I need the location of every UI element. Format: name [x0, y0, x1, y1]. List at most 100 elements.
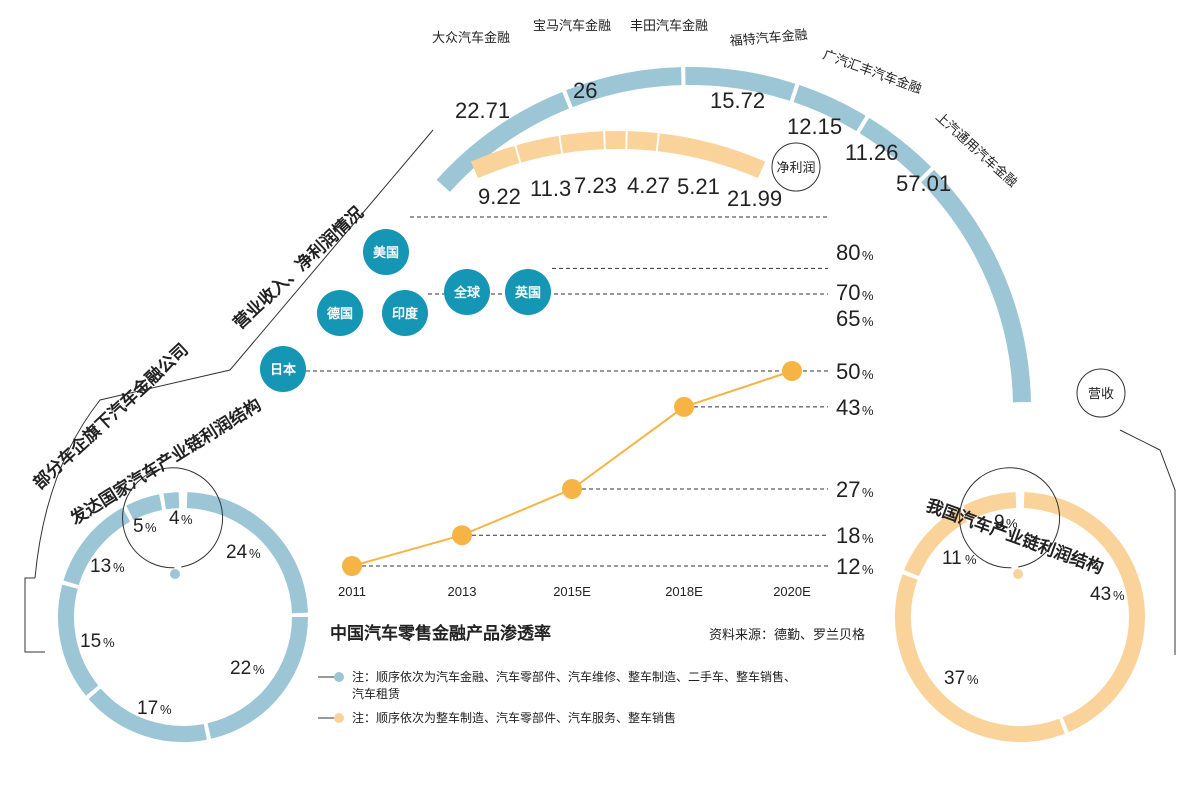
- revenue-arc-segment-0: [436, 91, 570, 192]
- company-label-0: 大众汽车金融: [432, 30, 510, 45]
- revenue-arc-segment-3: [793, 85, 866, 132]
- country-bubble-2: [444, 269, 490, 315]
- profit-arc-segment-0: [470, 145, 520, 179]
- donut-cn-pct-2: %: [965, 552, 977, 567]
- donut-dev-value-1: 22: [230, 658, 251, 679]
- donut-dev-pct-2: %: [160, 702, 172, 717]
- company-label-1: 宝马汽车金融: [533, 18, 611, 33]
- donut-dev-segment-0: [186, 492, 308, 614]
- country-bubble-label-2: 全球: [453, 285, 481, 300]
- donut-dev-inner-arc: [122, 467, 224, 569]
- company-label-4: 广汽汇丰汽车金融: [821, 47, 924, 97]
- country-bubble-0: [363, 229, 409, 275]
- country-bubble-label-1: 英国: [514, 285, 541, 300]
- country-bubble-1: [505, 269, 551, 315]
- ref-value-65: 65: [836, 306, 860, 331]
- ref-value-pct-50: %: [862, 367, 874, 382]
- donut-dev-value-5: 5: [133, 516, 144, 537]
- profit-arc-segment-5: [657, 133, 766, 179]
- donut-dev-segment-4: [63, 507, 131, 586]
- donut-dev-segment-5: [126, 494, 163, 520]
- country-bubble-label-4: 德国: [327, 306, 353, 321]
- note-blue: 注：顺序依次为汽车金融、汽车零部件、汽车维修、整车制造、二手车、整车销售、: [352, 669, 796, 684]
- profit-arc: [470, 131, 766, 179]
- connector-line-right: [1119, 429, 1176, 655]
- donut-dev-pct-4: %: [113, 560, 125, 575]
- profit-arc-segment-2: [560, 131, 605, 154]
- data-point-2: [562, 479, 582, 500]
- donut-cn-inner-dot: [1013, 569, 1023, 579]
- donut-dev-value-4: 13: [90, 556, 111, 577]
- donut-cn-pct-1: %: [967, 672, 979, 687]
- donut-dev-pct-0: %: [249, 546, 261, 561]
- data-point-4: [782, 361, 802, 381]
- donut-cn-segment-1: [895, 574, 1065, 742]
- value-label-pct-2: %: [862, 485, 874, 500]
- connector-line-left: [34, 129, 434, 579]
- x-tick-2: 2015E: [553, 584, 591, 599]
- profit-value-5: 21.99: [727, 186, 782, 211]
- ref-value-50: 50: [836, 359, 860, 384]
- country-bubble-5: [260, 346, 306, 392]
- donut-cn-segment-0: [1023, 492, 1145, 733]
- donut-cn-segment-2: [904, 507, 968, 577]
- data-point-1: [452, 525, 472, 546]
- bracket-line: [24, 577, 45, 653]
- x-tick-3: 2018E: [665, 584, 703, 599]
- ref-value-70: 70: [836, 280, 860, 305]
- data-point-0: [342, 556, 362, 576]
- value-label-pct-3: %: [862, 403, 874, 418]
- note-orange-dot: [334, 713, 344, 723]
- donut-dev-segment-2: [88, 688, 207, 742]
- revenue-arc-segment-2: [685, 67, 796, 101]
- revenue-value-2: 15.72: [710, 88, 765, 113]
- china-donut: 43 %37 %11 %9%: [895, 467, 1145, 742]
- country-bubble-label-0: 美国: [373, 245, 399, 260]
- donut-cn-inner-arc: [959, 467, 1061, 569]
- ref-value-80: 80: [836, 240, 860, 265]
- data-point-3: [674, 396, 694, 417]
- value-label-pct-0: %: [862, 562, 874, 577]
- ref-value-pct-80: %: [862, 248, 874, 263]
- value-label-pct-1: %: [862, 531, 874, 546]
- x-tick-1: 2013: [448, 584, 477, 599]
- revenue-label-circle: [1076, 368, 1126, 418]
- revenue-arc-segment-5: [921, 169, 1031, 403]
- ref-value-pct-70: %: [862, 288, 874, 303]
- revenue-arc-segment-1: [566, 67, 682, 108]
- profit-value-2: 7.23: [574, 173, 617, 198]
- chart-title: 中国汽车零售金融产品渗透率: [330, 623, 551, 643]
- donut-dev-value-3: 15: [80, 631, 101, 652]
- x-tick-4: 2020E: [773, 584, 811, 599]
- note-blue-dot: [334, 672, 344, 682]
- donut-cn-value-1: 37: [944, 668, 965, 689]
- donut-dev-inner-dot: [170, 569, 180, 579]
- company-label-3: 福特汽车金融: [729, 27, 808, 49]
- profit-value-4: 5.21: [677, 174, 720, 199]
- country-bubble-label-3: 印度: [392, 306, 419, 321]
- series-line: [351, 370, 793, 567]
- value-label-3: 43: [836, 395, 860, 420]
- donut-dev-pct-1: %: [253, 662, 265, 677]
- donut-cn-segment-3: [963, 492, 1017, 520]
- value-label-0: 12: [836, 554, 860, 579]
- company-label-2: 丰田汽车金融: [630, 18, 708, 33]
- revenue-value-0: 22.71: [455, 98, 510, 123]
- profit-value-1: 11.3: [530, 176, 571, 201]
- donut-dev-value-6: 4: [169, 508, 180, 529]
- donut-dev-segment-6: [163, 492, 180, 510]
- donut-cn-value-0: 43: [1090, 584, 1111, 605]
- donut-cn-value-3: 9: [994, 512, 1005, 533]
- profit-arc-segment-4: [627, 131, 658, 152]
- source-text: 资料来源：德勤、罗兰贝格: [709, 627, 865, 642]
- profit-value-0: 9.22: [478, 184, 521, 209]
- profit-value-3: 4.27: [627, 173, 670, 198]
- donut-cn-value-2: 11: [942, 548, 962, 569]
- profit-arc-segment-1: [516, 135, 562, 163]
- penetration-line-chart: 2011 12 % 2013 18 % 2015E 27 % 2018E 43 % 2020E: [338, 361, 874, 599]
- donut-dev-segment-3: [58, 584, 99, 696]
- country-bubble-4: [317, 290, 363, 336]
- revenue-arc: [436, 67, 1031, 403]
- donut-cn-pct-3: %: [1006, 516, 1018, 531]
